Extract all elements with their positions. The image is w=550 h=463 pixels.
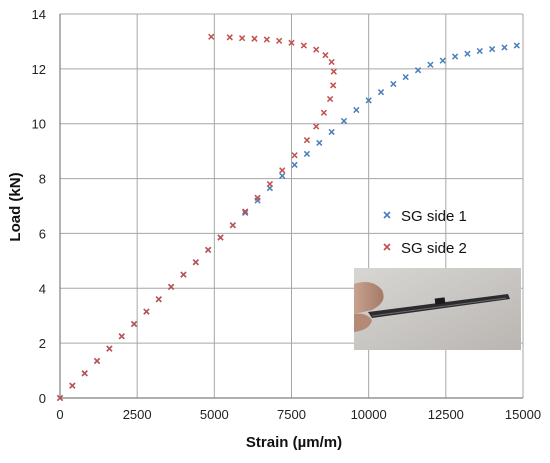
- y-tick-label: 6: [39, 226, 46, 241]
- inset-photo-finger-lower: [354, 313, 372, 332]
- data-point-sg-side-2: [155, 296, 162, 303]
- data-point-sg-side-1: [439, 57, 446, 64]
- data-point-sg-side-1: [377, 89, 385, 96]
- legend-marker-sg-side-2: [383, 243, 391, 251]
- data-point-sg-side-1: [365, 97, 372, 104]
- data-point-sg-side-2: [106, 345, 113, 352]
- data-point-sg-side-1: [340, 117, 348, 125]
- data-point-sg-side-2: [130, 320, 138, 328]
- data-point-sg-side-1: [390, 80, 397, 88]
- x-tick-label: 12500: [428, 407, 464, 422]
- data-point-sg-side-2: [56, 394, 64, 402]
- data-point-sg-side-1: [402, 73, 409, 81]
- data-point-sg-side-2: [208, 33, 215, 40]
- x-tick-label: 10000: [351, 407, 387, 422]
- x-tick-label: 15000: [505, 407, 541, 422]
- x-tick-label: 5000: [200, 407, 229, 422]
- data-point-sg-side-1: [513, 42, 520, 49]
- inset-photo-finger: [354, 282, 384, 314]
- data-point-sg-side-2: [205, 246, 212, 254]
- data-point-sg-side-1: [353, 106, 360, 114]
- y-tick-label: 0: [39, 391, 46, 406]
- data-point-sg-side-1: [316, 139, 323, 147]
- x-tick-label: 2500: [123, 407, 152, 422]
- data-point-sg-side-2: [167, 283, 175, 291]
- data-point-sg-side-2: [217, 234, 224, 241]
- data-point-sg-side-2: [313, 46, 320, 53]
- data-point-sg-side-2: [192, 259, 199, 266]
- data-point-sg-side-1: [414, 67, 422, 74]
- data-point-sg-side-2: [254, 194, 261, 201]
- data-point-sg-side-1: [427, 61, 434, 68]
- data-point-sg-side-2: [229, 222, 236, 229]
- y-tick-label: 14: [32, 7, 46, 22]
- tick-labels: 0 2500 5000 7500 10000 12500 15000 0 2 4 6 8 10 12 14: [32, 7, 542, 422]
- data-point-sg-side-2: [322, 52, 329, 59]
- y-tick-label: 8: [39, 172, 46, 187]
- data-point-sg-side-2: [330, 68, 337, 75]
- y-tick-label: 2: [39, 336, 46, 351]
- data-point-sg-side-1: [501, 44, 508, 51]
- data-point-sg-side-2: [263, 36, 270, 43]
- data-point-sg-side-2: [81, 370, 88, 377]
- data-point-sg-side-1: [303, 150, 311, 158]
- inset-photo-specimen-edge: [371, 297, 507, 317]
- data-point-sg-side-2: [313, 123, 320, 130]
- x-tick-label: 0: [56, 407, 63, 422]
- y-tick-label: 4: [39, 281, 46, 296]
- data-point-sg-side-2: [180, 271, 187, 278]
- inset-photo: [354, 268, 521, 350]
- y-tick-label: 12: [32, 62, 46, 77]
- data-point-sg-side-2: [118, 333, 125, 340]
- data-point-sg-side-2: [330, 82, 337, 89]
- data-point-sg-side-2: [300, 42, 307, 49]
- data-point-sg-side-1: [242, 209, 249, 216]
- data-point-sg-side-2: [143, 308, 150, 315]
- data-point-sg-side-1: [328, 128, 335, 136]
- data-point-sg-side-2: [93, 357, 101, 365]
- inset-photo-frame: [354, 268, 521, 350]
- data-point-sg-side-2: [288, 39, 295, 46]
- data-point-sg-side-2: [226, 34, 233, 41]
- data-point-sg-side-2: [266, 180, 274, 188]
- legend-item-sg-side-1: SG side 1: [383, 208, 467, 225]
- data-point-sg-side-1: [476, 47, 483, 55]
- data-point-sg-side-2: [303, 137, 311, 144]
- legend-label-sg-side-2: SG side 2: [401, 240, 467, 257]
- data-point-sg-side-1: [291, 161, 298, 168]
- x-axis-title: Strain (µm/m): [246, 434, 342, 451]
- data-point-sg-side-1: [451, 53, 459, 60]
- data-points: [56, 33, 520, 402]
- data-point-sg-side-2: [242, 208, 249, 215]
- axes: [59, 14, 523, 399]
- y-axis-title: Load (kN): [7, 172, 24, 241]
- data-point-sg-side-2: [279, 167, 286, 174]
- y-tick-label: 10: [32, 117, 46, 132]
- x-tick-label: 7500: [277, 407, 306, 422]
- inset-photo-gauge: [434, 297, 446, 305]
- data-point-sg-side-1: [279, 172, 286, 179]
- legend-item-sg-side-2: SG side 2: [383, 240, 467, 257]
- data-point-sg-side-2: [320, 109, 328, 116]
- data-point-sg-side-2: [238, 35, 246, 42]
- legend-marker-sg-side-1: [383, 211, 391, 219]
- data-point-sg-side-2: [69, 382, 76, 389]
- legend: SG side 1 SG side 2: [383, 208, 467, 257]
- data-point-sg-side-2: [276, 37, 283, 45]
- data-point-sg-side-2: [251, 35, 258, 42]
- data-point-sg-side-1: [489, 45, 496, 53]
- data-point-sg-side-1: [464, 50, 471, 57]
- data-point-sg-side-2: [328, 58, 335, 66]
- data-point-sg-side-2: [291, 152, 298, 159]
- data-point-sg-side-2: [326, 95, 334, 103]
- legend-label-sg-side-1: SG side 1: [401, 208, 467, 225]
